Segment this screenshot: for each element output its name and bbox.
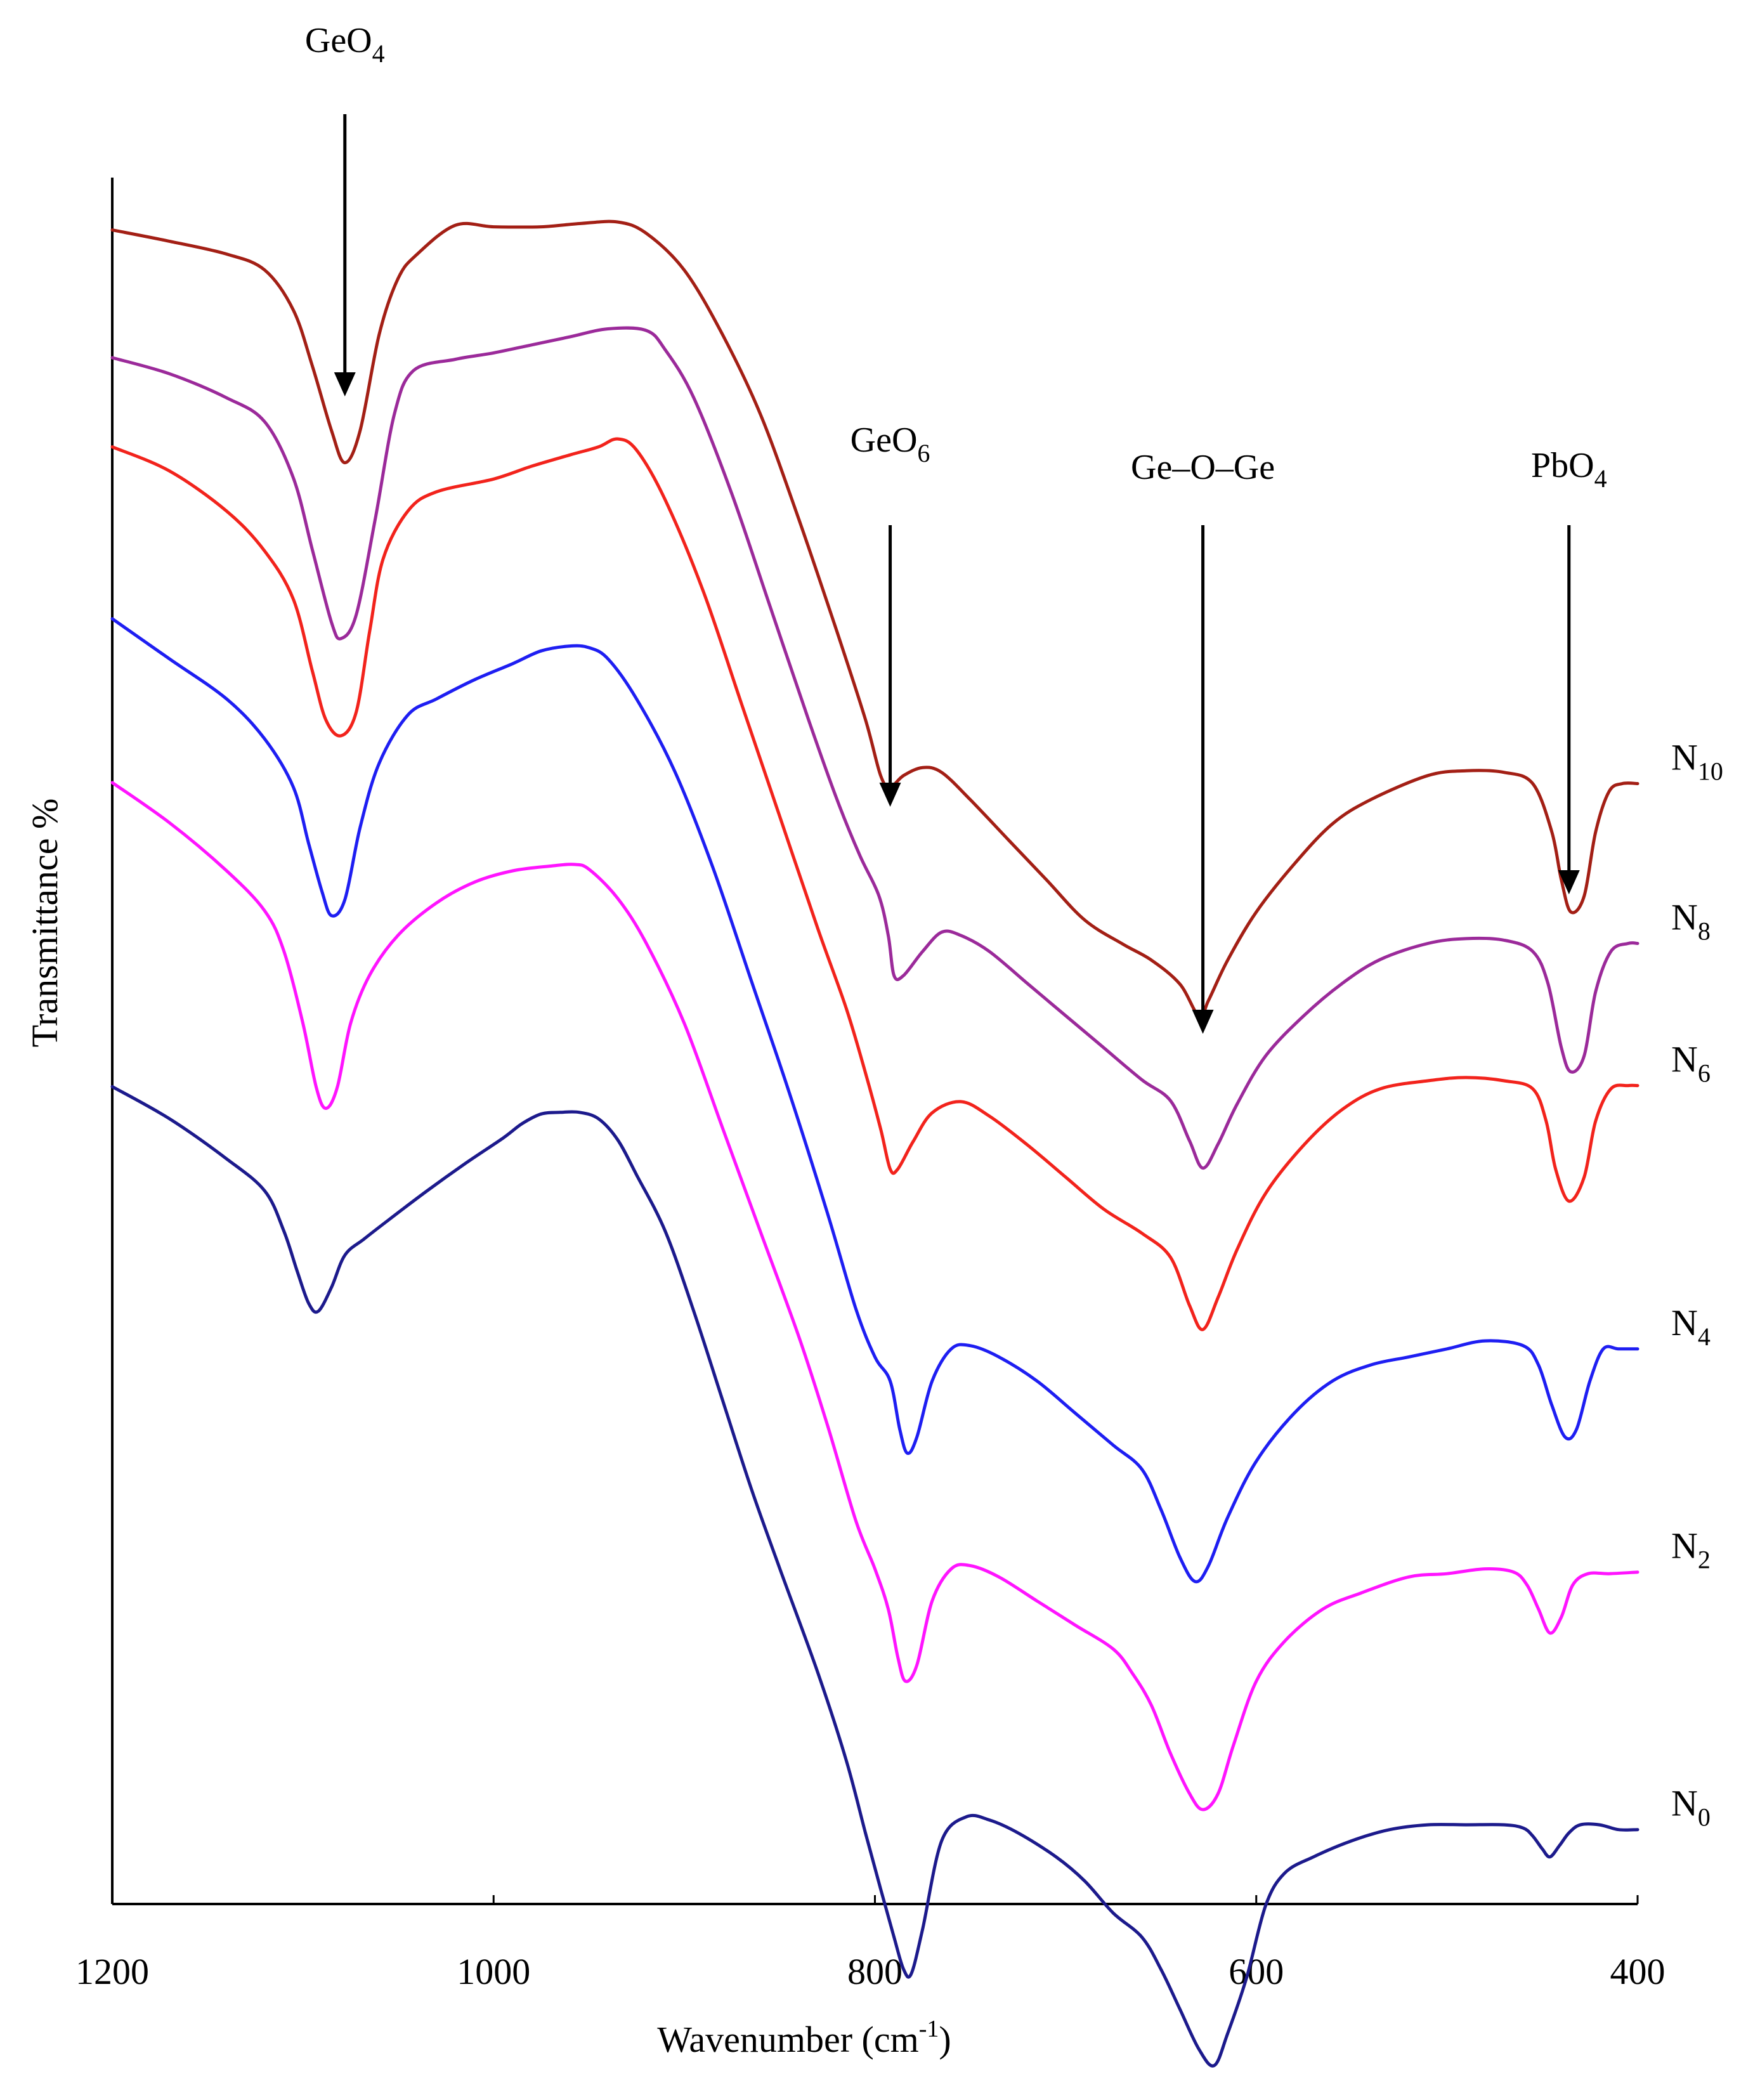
series-label-sub: 4	[1698, 1322, 1711, 1351]
annotation-label-GeO6: GeO6	[851, 421, 930, 467]
series-label-N0: N0	[1671, 1783, 1711, 1832]
annotation-label-GeO4: GeO4	[305, 21, 385, 68]
series-label-sub: 6	[1698, 1059, 1711, 1088]
x-axis-title-sup: -1	[919, 2016, 939, 2042]
annotation-sub: 4	[372, 39, 385, 68]
x-tick-label: 1200	[75, 1951, 149, 1992]
x-tick-label: 800	[847, 1951, 903, 1992]
series-label-base: N	[1671, 737, 1698, 778]
series-layer	[110, 219, 1639, 2068]
annotation-arrow-head	[1558, 870, 1580, 894]
annotation-label-Ge-O-Ge: Ge–O–Ge	[1131, 448, 1275, 487]
x-tick-label: 400	[1610, 1951, 1665, 1992]
series-label-sub: 10	[1698, 757, 1723, 786]
series-label-base: N	[1671, 1039, 1698, 1080]
series-line-N10	[110, 219, 1639, 1019]
annotation-base: GeO	[851, 421, 918, 460]
annotation-label-PbO4: PbO4	[1531, 446, 1607, 493]
annotation-arrow-head	[1192, 1010, 1214, 1034]
series-label-sub: 0	[1698, 1803, 1711, 1832]
x-tick-label: 600	[1229, 1951, 1284, 1992]
x-axis-title-main: Wavenumber (cm	[657, 2019, 918, 2060]
series-label-sub: 8	[1698, 916, 1711, 945]
series-line-N0	[110, 1085, 1639, 2068]
annotation-base: Ge–O–Ge	[1131, 448, 1275, 487]
annotation-sub: 4	[1594, 464, 1607, 493]
annotation-base: PbO	[1531, 446, 1594, 485]
series-label-base: N	[1671, 1302, 1698, 1343]
series-label-N8: N8	[1671, 896, 1711, 945]
series-label-N10: N10	[1671, 737, 1723, 786]
y-axis-title: Transmittance %	[24, 799, 65, 1048]
x-axis-title-end: )	[939, 2019, 951, 2060]
series-label-base: N	[1671, 896, 1698, 937]
series-label-N6: N6	[1671, 1039, 1711, 1088]
series-label-base: N	[1671, 1783, 1698, 1824]
series-line-N2	[110, 781, 1639, 1811]
x-axis-title: Wavenumber (cm-1)	[657, 2016, 951, 2060]
series-line-N6	[110, 437, 1639, 1331]
x-ticks: 1200 1000 800 600 400	[75, 1895, 1665, 1992]
annotation-arrow-head	[334, 372, 356, 396]
series-label-N4: N4	[1671, 1302, 1711, 1351]
annotation-sub: 6	[917, 439, 930, 467]
x-tick-label: 1000	[457, 1951, 530, 1992]
series-label-base: N	[1671, 1525, 1698, 1567]
annotation-arrow-head	[879, 783, 901, 807]
annotation-base: GeO	[305, 21, 372, 60]
series-label-sub: 2	[1698, 1546, 1711, 1574]
series-line-N8	[110, 326, 1639, 1170]
series-line-N4	[110, 617, 1639, 1584]
series-label-N2: N2	[1671, 1525, 1711, 1574]
